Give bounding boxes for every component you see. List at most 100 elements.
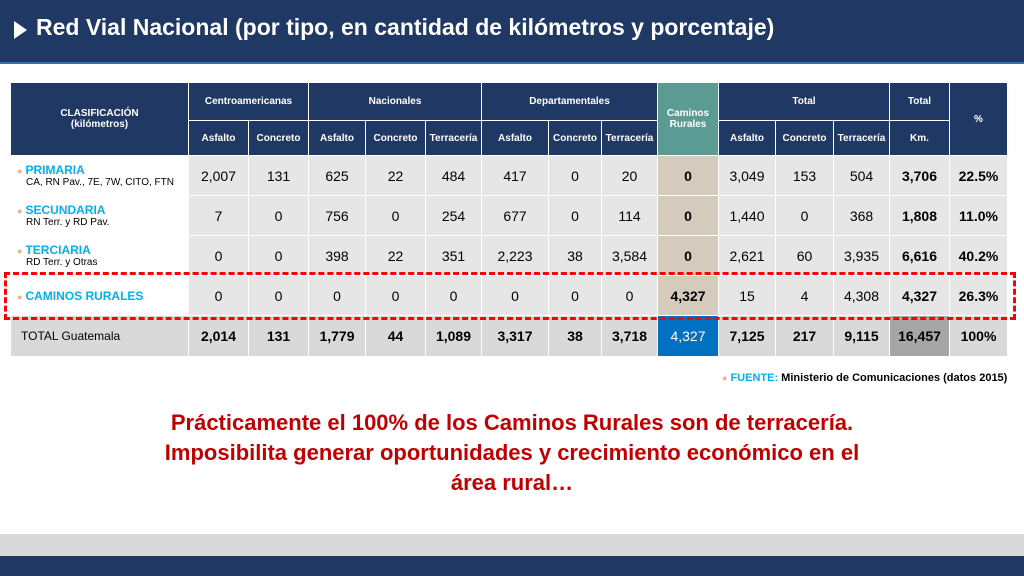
footer-band (0, 534, 1024, 556)
table-row: ● PRIMARIA CA, RN Pav., 7E, 7W, CITO, FTN 2… (10, 155, 1008, 196)
source-note: ● FUENTE: Ministerio de Comunicaciones (d… (722, 372, 1008, 384)
row-label: ● TERCIARIA RD Terr. y Otras (10, 235, 189, 276)
subheader-asfalto: Asfalto (308, 120, 366, 156)
subheader-concreto: Concreto (365, 120, 426, 156)
table-cell: 2,223 (481, 235, 549, 276)
row-label: ● SECUNDARIA RN Terr. y RD Pav. (10, 195, 189, 236)
table-cell: 0 (775, 195, 834, 236)
table-cell: 100% (949, 315, 1008, 357)
subheader-concreto: Concreto (548, 120, 602, 156)
table-cell: 0 (657, 195, 719, 236)
table-cell: 0 (657, 235, 719, 276)
row-name: CAMINOS RURALES (25, 288, 144, 303)
table-cell: 254 (425, 195, 482, 236)
table-cell: 398 (308, 235, 366, 276)
table-cell: 756 (308, 195, 366, 236)
row-label: ● PRIMARIA CA, RN Pav., 7E, 7W, CITO, FTN (10, 155, 189, 196)
table-cell: 0 (365, 195, 426, 236)
table-cell: 2,621 (718, 235, 776, 276)
subheader-asfalto: Asfalto (481, 120, 549, 156)
table-cell: 3,706 (889, 155, 950, 196)
table-cell: 484 (425, 155, 482, 196)
header-nacionales: Nacionales (308, 82, 482, 121)
table-cell: 4 (775, 275, 834, 316)
row-label: TOTAL Guatemala (10, 315, 189, 357)
row-subtitle: RN Terr. y RD Pav. (26, 217, 110, 228)
table-row: ● SECUNDARIA RN Terr. y RD Pav. 7 0 756 0 254 67… (10, 195, 1008, 236)
footer-bar (0, 556, 1024, 576)
table-cell: 22 (365, 155, 426, 196)
table-cell: 16,457 (889, 315, 950, 357)
table-cell: 11.0% (949, 195, 1008, 236)
row-name: PRIMARIA (25, 163, 85, 177)
table-cell: 677 (481, 195, 549, 236)
subheader-concreto: Concreto (775, 120, 834, 156)
bullet-icon: ● (17, 246, 23, 256)
table-cell: 9,115 (833, 315, 890, 357)
table-cell: 44 (365, 315, 426, 357)
table-cell: 0 (657, 155, 719, 196)
table-cell: 2,014 (188, 315, 249, 357)
table-cell: 217 (775, 315, 834, 357)
table-cell: 3,935 (833, 235, 890, 276)
table-cell: 0 (308, 275, 366, 316)
subheader-km: Km. (889, 120, 950, 156)
subheader-asfalto: Asfalto (188, 120, 249, 156)
table-row: ● TERCIARIA RD Terr. y Otras 0 0 398 22 351 2,22… (10, 235, 1008, 276)
table-cell: 20 (601, 155, 658, 196)
header-departamentales: Departamentales (481, 82, 658, 121)
table-cell: 153 (775, 155, 834, 196)
table-cell: 3,049 (718, 155, 776, 196)
table-cell: 4,327 (657, 315, 719, 357)
table-cell: 131 (248, 155, 309, 196)
table-cell: 0 (548, 195, 602, 236)
table-cell: 22 (365, 235, 426, 276)
conclusion-message: Prácticamente el 100% de los Caminos Rur… (164, 410, 860, 495)
row-label: ● CAMINOS RURALES (10, 275, 189, 316)
table-cell: 0 (425, 275, 482, 316)
bullet-icon: ● (17, 291, 23, 302)
table-cell: 131 (248, 315, 309, 357)
road-network-table: CLASIFICACIÓN (kilómetros) Centroamerica… (10, 82, 1008, 357)
table-cell: 0 (188, 235, 249, 276)
play-arrow-icon (14, 21, 27, 39)
table-cell: 7 (188, 195, 249, 236)
table-cell: 0 (601, 275, 658, 316)
table-cell: 1,440 (718, 195, 776, 236)
table-cell: 351 (425, 235, 482, 276)
table-cell: 0 (481, 275, 549, 316)
subheader-terraceria: Terracería (425, 120, 482, 156)
table-cell: 1,089 (425, 315, 482, 357)
bullet-icon: ● (17, 206, 23, 216)
bullet-icon: ● (17, 166, 23, 176)
table-cell: 0 (548, 155, 602, 196)
table-cell: 504 (833, 155, 890, 196)
table-cell: 6,616 (889, 235, 950, 276)
table-cell: 2,007 (188, 155, 249, 196)
header-percent: % (949, 82, 1008, 156)
header-centroamericanas: Centroamericanas (188, 82, 309, 121)
table-cell: 38 (548, 315, 602, 357)
row-name: TERCIARIA (25, 243, 91, 257)
table-cell: 0 (365, 275, 426, 316)
title-bar: Red Vial Nacional (por tipo, en cantidad… (0, 0, 1024, 64)
table-cell: 1,808 (889, 195, 950, 236)
table-cell: 38 (548, 235, 602, 276)
header-caminos-rurales: Caminos Rurales (657, 82, 719, 156)
table-cell: 3,584 (601, 235, 658, 276)
table-cell: 22.5% (949, 155, 1008, 196)
table-cell: 0 (248, 195, 309, 236)
table-cell: 3,718 (601, 315, 658, 357)
header-total-km: Total (889, 82, 950, 121)
bullet-icon: ● (722, 373, 728, 383)
table-row: ● CAMINOS RURALES 0 0 0 0 0 0 0 0 4,327 15 4 4,308 4,3… (10, 275, 1008, 316)
table-cell: 3,317 (481, 315, 549, 357)
table-cell: 0 (248, 235, 309, 276)
table-cell: 368 (833, 195, 890, 236)
subheader-terraceria: Terracería (601, 120, 658, 156)
slide-title: Red Vial Nacional (por tipo, en cantidad… (36, 14, 775, 40)
row-subtitle: CA, RN Pav., 7E, 7W, CITO, FTN (26, 177, 174, 188)
subheader-concreto: Concreto (248, 120, 309, 156)
table-cell: 1,779 (308, 315, 366, 357)
table-cell: 0 (248, 275, 309, 316)
